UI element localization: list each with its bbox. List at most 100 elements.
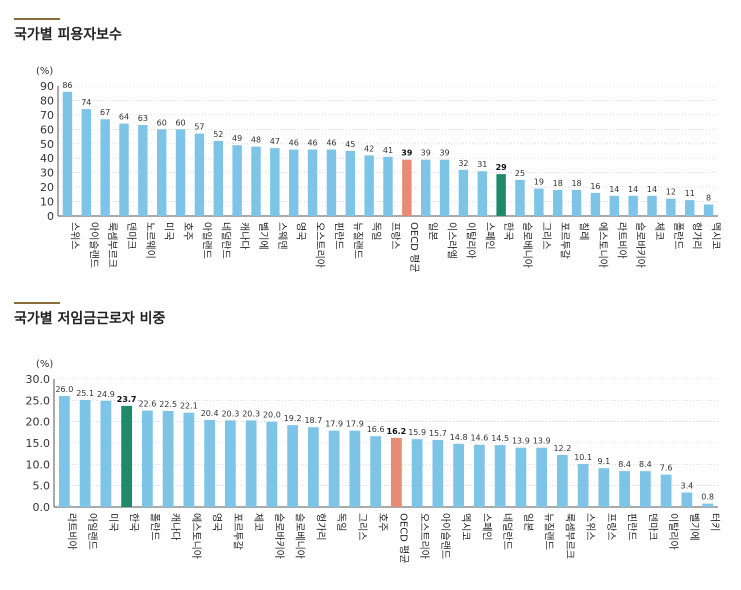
chart2-category-label: 한국 xyxy=(128,513,140,531)
chart1-data-label: 39 xyxy=(401,149,413,158)
chart1-data-label: 74 xyxy=(81,98,91,107)
chart1-category-label: 그리스 xyxy=(540,222,552,250)
chart1-data-label: 63 xyxy=(138,114,148,123)
chart1-bar xyxy=(194,133,205,216)
chart2-data-label: 16.6 xyxy=(367,425,385,434)
chart2-category-label: 스위스 xyxy=(584,513,597,541)
chart2-data-label: 16.2 xyxy=(387,427,407,436)
chart2-data-label: 20.4 xyxy=(201,409,219,418)
chart1-bar xyxy=(685,200,695,216)
chart2-category-label: 호주 xyxy=(377,513,389,531)
chart1-data-label: 32 xyxy=(458,159,468,168)
chart1-data-label: 49 xyxy=(232,134,242,143)
chart1-data-label: 11 xyxy=(685,189,695,198)
chart2-bar xyxy=(141,410,153,507)
chart2-y-tick-label: 10.0 xyxy=(26,458,51,471)
chart1-category-label: 스웨덴 xyxy=(276,222,288,250)
chart2-category-label: 에스토니아 xyxy=(190,513,202,559)
chart2-bar xyxy=(556,454,568,507)
chart1-category-label: 슬로베니아 xyxy=(521,222,533,268)
chart2-category-label: 오스트리아 xyxy=(418,513,430,559)
chart2-data-label: 12.2 xyxy=(553,444,571,453)
chart1-bar xyxy=(421,159,431,216)
chart1-bar xyxy=(439,159,450,216)
chart1-category-label: 체코 xyxy=(653,222,665,240)
chart1-data-label: 42 xyxy=(364,144,374,153)
chart1-category-label: 아이슬랜드 xyxy=(87,222,99,268)
chart1-category-label: 일본 xyxy=(427,222,439,240)
chart1-data-label: 57 xyxy=(194,123,204,132)
chart2-data-label: 24.9 xyxy=(97,390,115,399)
chart1-bar xyxy=(477,171,487,216)
chart2-data-label: 8.4 xyxy=(639,460,652,469)
chart1-category-label: 스페인 xyxy=(483,222,495,250)
chart1-data-label: 67 xyxy=(100,108,110,117)
chart1-data-label: 18 xyxy=(553,179,563,188)
chart1-unit-label: (%) xyxy=(36,66,53,77)
chart2-data-label: 22.1 xyxy=(180,402,198,411)
chart1-bar xyxy=(138,125,148,216)
chart2-data-label: 7.6 xyxy=(660,464,673,473)
chart1-category-label: 영국 xyxy=(295,222,307,240)
chart1-bar xyxy=(534,188,544,216)
chart1-bar xyxy=(364,155,374,216)
chart1-category-label: 칠레 xyxy=(578,222,590,240)
chart1-bar xyxy=(232,145,242,216)
chart1-data-label: 47 xyxy=(270,137,280,146)
chart2-data-label: 15.7 xyxy=(429,429,447,438)
chart2-bar xyxy=(702,503,714,507)
chart2-bar xyxy=(162,411,174,507)
chart1-data-label: 19 xyxy=(534,178,544,187)
chart2-data-label: 20.0 xyxy=(263,411,281,420)
chart2-category-label: 멕시코 xyxy=(460,513,472,541)
chart2-data-label: 25.1 xyxy=(76,389,94,398)
chart2-bar xyxy=(639,471,651,507)
chart1-data-label: 14 xyxy=(609,185,619,194)
chart2-unit-label: (%) xyxy=(36,359,53,370)
chart2-category-label: 포르투갈 xyxy=(231,513,244,550)
chart1-category-label: 뉴질랜드 xyxy=(351,222,363,259)
chart1-category-label: 아일랜드 xyxy=(200,222,212,259)
chart1-y-tick-label: 50 xyxy=(40,138,54,151)
title-rule xyxy=(14,18,60,20)
chart2-data-label: 20.3 xyxy=(221,409,239,418)
chart1-bar xyxy=(647,195,657,216)
chart2-data-label: 10.1 xyxy=(574,453,592,462)
chart1-bar xyxy=(571,190,582,216)
chart2-y-tick-label: 30.0 xyxy=(26,373,51,386)
chart2-data-label: 17.9 xyxy=(325,420,343,429)
chart1-bar xyxy=(81,109,91,216)
chart1-data-label: 48 xyxy=(251,136,261,145)
chart1-data-label: 46 xyxy=(307,139,317,148)
chart2-bar xyxy=(598,468,610,507)
chart2-data-label: 22.5 xyxy=(159,400,177,409)
chart1-data-label: 86 xyxy=(62,81,72,90)
chart2-y-tick-label: 15.0 xyxy=(26,437,51,450)
chart1-bar xyxy=(157,129,167,216)
chart1-bar xyxy=(251,146,261,216)
chart1-category-label: 독일 xyxy=(370,222,382,240)
chart2-bar xyxy=(121,405,133,507)
chart2-data-label: 23.7 xyxy=(117,395,137,404)
chart2-bar xyxy=(287,425,299,507)
chart2-category-label: 미국 xyxy=(107,513,119,531)
chart1-y-tick-label: 0 xyxy=(47,210,54,223)
chart2-bar xyxy=(328,430,340,507)
chart1-bar xyxy=(515,179,525,216)
chart2-bar xyxy=(494,445,506,507)
chart2-bar xyxy=(100,400,112,507)
chart2-data-label: 26.0 xyxy=(55,385,73,394)
chart1-category-label: 벨기에 xyxy=(257,222,269,250)
chart2-category-label: 아일랜드 xyxy=(86,513,98,550)
chart2-bar xyxy=(204,419,216,507)
chart2-bar xyxy=(473,444,485,507)
chart1-bar xyxy=(270,148,280,216)
chart1-data-label: 16 xyxy=(590,182,600,191)
chart1-y-tick-label: 60 xyxy=(40,123,54,136)
chart1-bar xyxy=(628,195,638,216)
chart1-bar xyxy=(213,140,223,216)
chart2-category-label: 뉴질랜드 xyxy=(543,513,555,550)
chart2-data-label: 14.6 xyxy=(470,434,488,443)
chart2-category-label: 네덜란드 xyxy=(501,513,513,550)
